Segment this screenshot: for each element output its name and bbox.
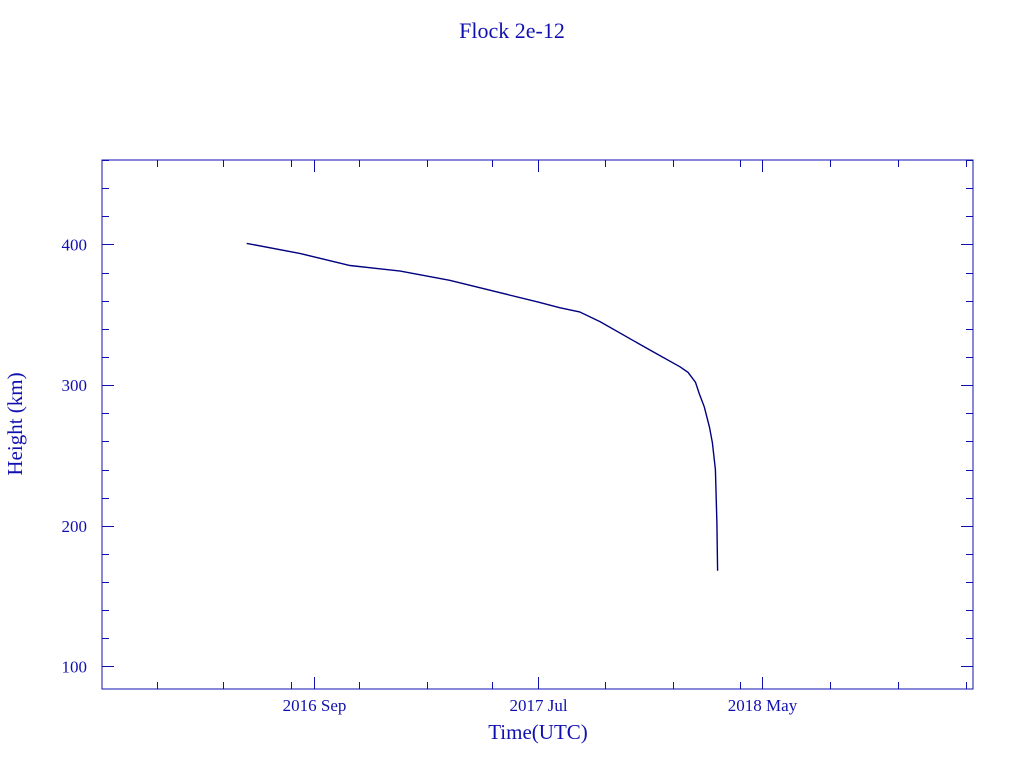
- y-tick-label: 100: [62, 657, 88, 676]
- x-tick-label: 2016 Sep: [283, 696, 347, 715]
- chart-title: Flock 2e-12: [459, 18, 565, 43]
- y-axis-label: Height (km): [3, 372, 27, 475]
- y-tick-label: 200: [62, 517, 88, 536]
- x-tick-label: 2018 May: [728, 696, 798, 715]
- x-tick-label: 2017 Jul: [509, 696, 567, 715]
- x-tick-labels: 2016 Sep 2017 Jul 2018 May: [283, 696, 798, 715]
- series-line: [246, 242, 719, 571]
- y-tick-labels: 100 200 300 400: [62, 235, 88, 676]
- x-axis-label: Time(UTC): [488, 720, 588, 744]
- y-tick-label: 300: [62, 376, 88, 395]
- axis-ticks: [102, 160, 973, 689]
- y-tick-label: 400: [62, 235, 88, 254]
- plot-frame: [101, 159, 974, 690]
